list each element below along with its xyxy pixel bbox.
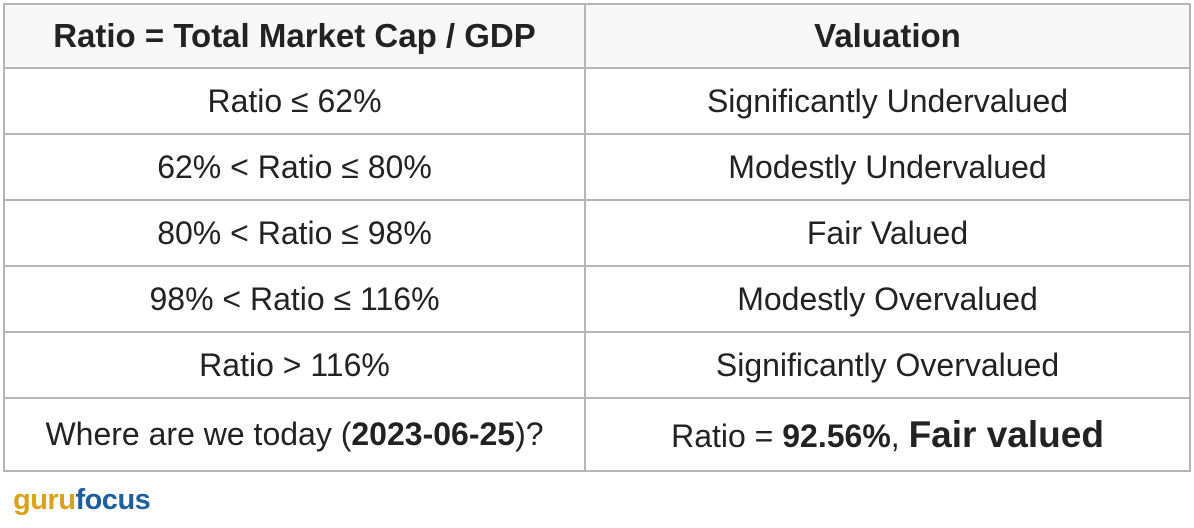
- table-row: 80% < Ratio ≤ 98% Fair Valued: [3, 199, 1191, 267]
- today-result-cell: Ratio = 92.56%, Fair valued: [584, 397, 1191, 472]
- header-row: Ratio = Total Market Cap / GDP Valuation: [3, 3, 1191, 69]
- today-ratio-prefix: Ratio =: [671, 417, 783, 454]
- today-separator: ,: [890, 417, 909, 454]
- table-row: Ratio ≤ 62% Significantly Undervalued: [3, 67, 1191, 135]
- ratio-range-cell: 80% < Ratio ≤ 98%: [3, 199, 586, 267]
- today-question-prefix: Where are we today (: [45, 416, 352, 452]
- today-question-cell: Where are we today (2023-06-25)?: [3, 397, 586, 472]
- today-question-suffix: )?: [515, 416, 544, 452]
- ratio-range-cell: 98% < Ratio ≤ 116%: [3, 265, 586, 333]
- today-verdict: Fair valued: [908, 413, 1104, 455]
- table-row: Ratio > 116% Significantly Overvalued: [3, 331, 1191, 399]
- valuation-cell: Fair Valued: [584, 199, 1191, 267]
- table-row: 98% < Ratio ≤ 116% Modestly Overvalued: [3, 265, 1191, 333]
- logo-focus-text: focus: [75, 484, 151, 516]
- today-row: Where are we today (2023-06-25)? Ratio =…: [3, 397, 1191, 472]
- ratio-range-cell: Ratio ≤ 62%: [3, 67, 586, 135]
- today-date: 2023-06-25: [351, 416, 516, 452]
- ratio-column-header: Ratio = Total Market Cap / GDP: [3, 3, 586, 69]
- gurufocus-logo: gurufocus: [13, 484, 151, 516]
- ratio-range-cell: Ratio > 116%: [3, 331, 586, 399]
- valuation-cell: Modestly Overvalued: [584, 265, 1191, 333]
- valuation-cell: Significantly Undervalued: [584, 67, 1191, 135]
- valuation-column-header: Valuation: [584, 3, 1191, 69]
- valuation-table: Ratio = Total Market Cap / GDP Valuation…: [3, 3, 1191, 472]
- valuation-cell: Modestly Undervalued: [584, 133, 1191, 201]
- valuation-cell: Significantly Overvalued: [584, 331, 1191, 399]
- ratio-range-cell: 62% < Ratio ≤ 80%: [3, 133, 586, 201]
- logo-guru-text: guru: [13, 484, 76, 516]
- table-row: 62% < Ratio ≤ 80% Modestly Undervalued: [3, 133, 1191, 201]
- today-ratio-value: 92.56%: [782, 417, 891, 454]
